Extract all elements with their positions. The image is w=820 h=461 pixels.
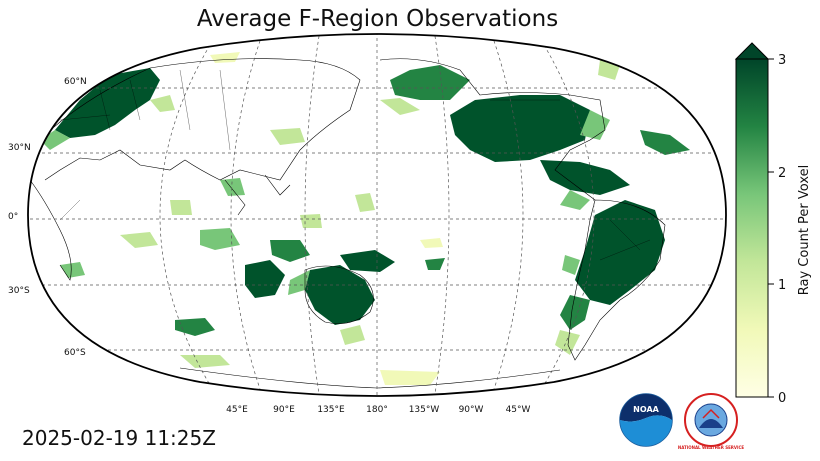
timestamp: 2025-02-19 11:25Z: [22, 426, 216, 450]
lon-label-45w: 45°W: [506, 405, 531, 415]
colorbar: 0 1 2 3 Ray Count Per Voxel: [734, 42, 812, 406]
nws-logo: NATIONAL WEATHER SERVICE: [678, 393, 745, 450]
ray-count-field: [40, 52, 690, 385]
gridlines: [28, 34, 726, 396]
colorbar-tick-3: 3: [778, 53, 786, 68]
colorbar-tick-1: 1: [778, 278, 786, 293]
data-region-europe: [55, 68, 160, 138]
data-region-north-america: [450, 95, 590, 162]
data-region-australia: [305, 265, 375, 325]
lat-label-0: 0°: [8, 212, 18, 222]
lat-label-30n: 30°N: [8, 143, 31, 153]
noaa-logo: NOAA: [619, 393, 673, 447]
noaa-logo-text: NOAA: [633, 405, 659, 414]
colorbar-label: Ray Count Per Voxel: [797, 165, 812, 295]
lon-label-45e: 45°E: [226, 405, 248, 415]
lon-label-90w: 90°W: [459, 405, 484, 415]
colorbar-tick-0: 0: [778, 391, 786, 406]
country-borders: [59, 69, 651, 261]
lon-label-90e: 90°E: [273, 405, 295, 415]
colorbar-gradient: [735, 58, 769, 398]
globe-outline: [27, 33, 727, 397]
lat-label-60n: 60°N: [64, 77, 87, 87]
data-region-south-america: [575, 200, 665, 305]
lon-label-135e: 135°E: [317, 405, 345, 415]
lat-label-60s: 60°S: [64, 348, 86, 358]
colorbar-extend-arrow: [734, 42, 770, 60]
lat-label-30s: 30°S: [8, 286, 30, 296]
nws-logo-text: NATIONAL WEATHER SERVICE: [678, 445, 745, 450]
map-title: Average F-Region Observations: [196, 6, 559, 32]
lon-label-180: 180°: [366, 405, 388, 415]
lon-label-135w: 135°W: [409, 405, 440, 415]
colorbar-tick-2: 2: [778, 166, 786, 181]
